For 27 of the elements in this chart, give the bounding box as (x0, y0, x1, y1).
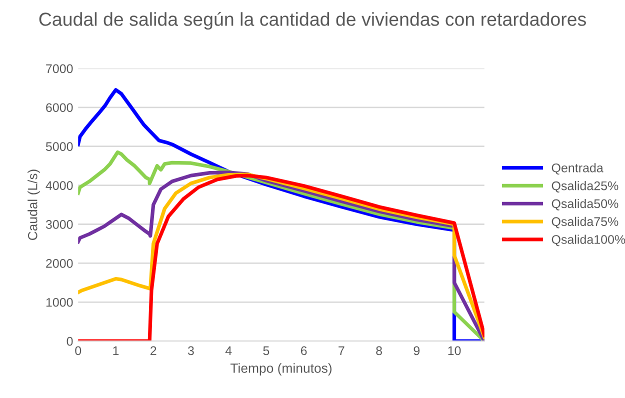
legend-label: Qsalida100% (552, 234, 625, 246)
x-tick-label: 7 (338, 346, 344, 356)
y-tick-label: 7000 (46, 64, 73, 74)
legend-label: Qentrada (552, 163, 604, 175)
y-tick-label: 3000 (46, 220, 73, 229)
legend-label: Qsalida50% (552, 198, 618, 210)
legend-label: Qsalida75% (552, 216, 618, 228)
x-tick-label: 8 (376, 346, 382, 356)
legend-label: Qsalida25% (552, 181, 618, 192)
y-axis-title: Caudal (L/s) (28, 170, 40, 240)
y-tick-label: 0 (66, 336, 73, 346)
x-tick-label: 9 (414, 346, 420, 356)
y-tick-label: 1000 (46, 298, 73, 307)
x-tick-label: 4 (225, 346, 232, 356)
chart-title: Caudal de salida según la cantidad de viviendas con retardadores (39, 12, 586, 30)
y-tick-label: 5000 (46, 142, 73, 152)
x-tick-label: 0 (75, 346, 82, 356)
x-tick-label: 3 (188, 346, 194, 356)
x-tick-label: 6 (300, 346, 307, 356)
y-tick-label: 4000 (46, 181, 73, 190)
x-tick-label: 2 (150, 346, 156, 356)
x-axis-title: Tiempo (minutos) (230, 363, 332, 376)
x-tick-label: 5 (263, 346, 270, 356)
y-tick-label: 2000 (46, 258, 73, 268)
y-tick-label: 6000 (46, 103, 73, 112)
x-tick-label: 1 (113, 346, 119, 356)
x-tick-label: 10 (448, 346, 461, 356)
